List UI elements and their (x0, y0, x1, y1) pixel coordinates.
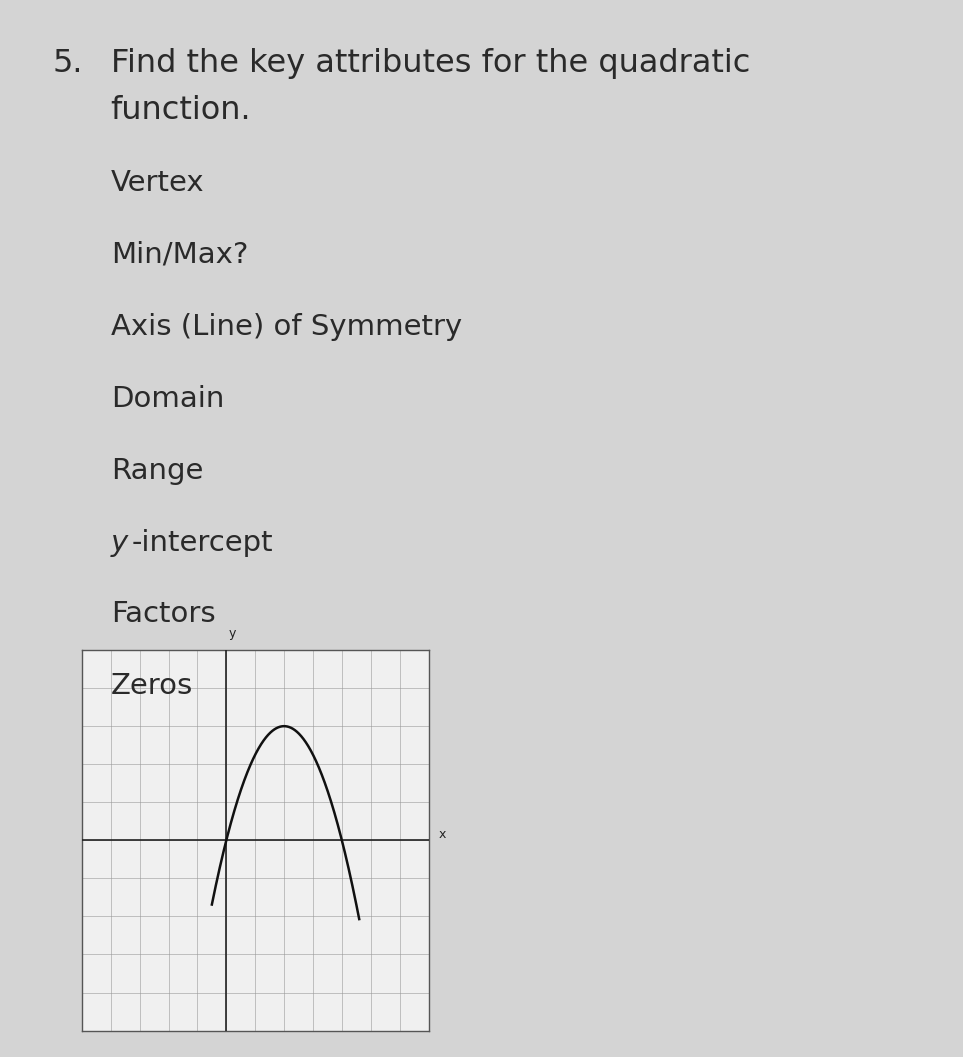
Text: Vertex: Vertex (111, 169, 204, 197)
Text: Axis (Line) of Symmetry: Axis (Line) of Symmetry (111, 313, 462, 340)
Text: Min/Max?: Min/Max? (111, 241, 248, 268)
Text: Factors: Factors (111, 600, 216, 628)
Text: -intercept: -intercept (132, 528, 273, 556)
Text: y: y (111, 528, 128, 556)
Text: Find the key attributes for the quadratic: Find the key attributes for the quadrati… (111, 48, 750, 78)
Text: Range: Range (111, 457, 203, 484)
Text: 5.: 5. (53, 48, 84, 78)
Text: y: y (228, 627, 236, 639)
Text: Domain: Domain (111, 385, 224, 412)
Text: x: x (439, 828, 446, 841)
Text: function.: function. (111, 95, 251, 126)
Text: Zeros: Zeros (111, 672, 193, 700)
